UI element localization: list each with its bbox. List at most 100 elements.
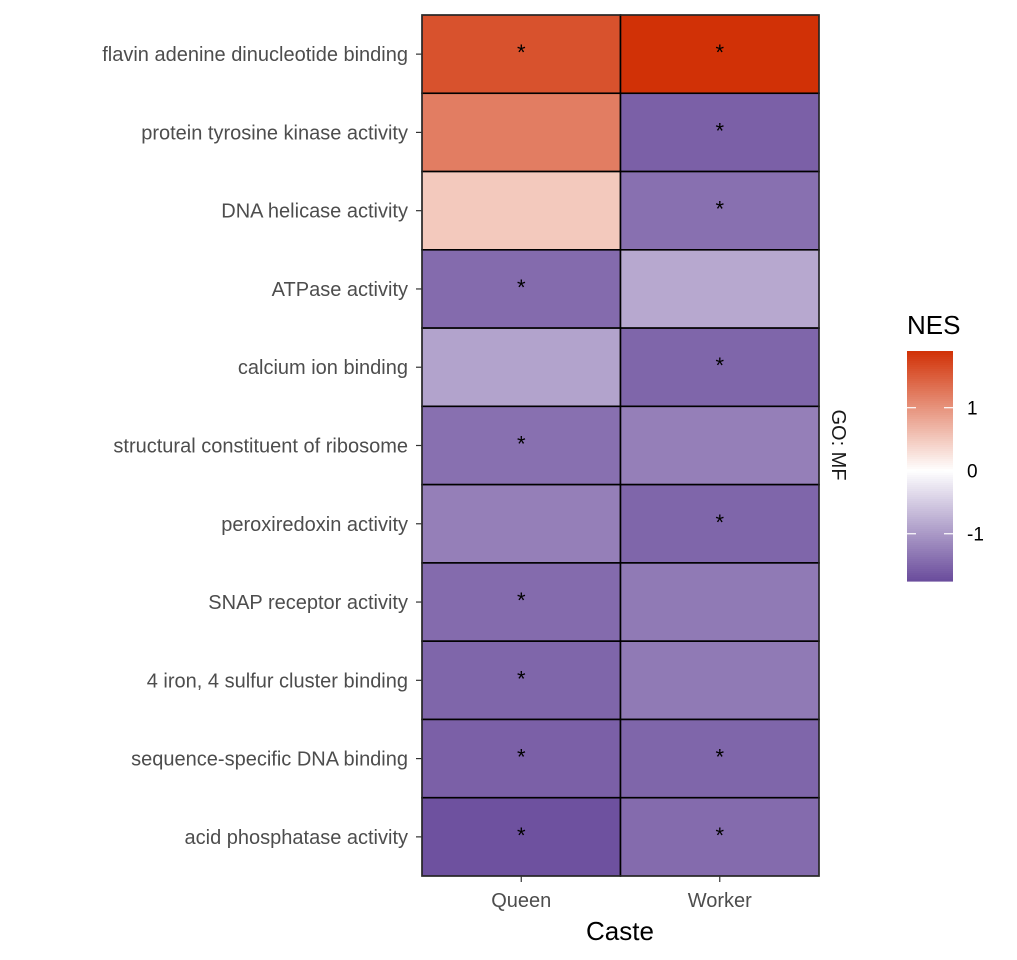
heatmap-cell-worker-structural-constituent-of-ribosome <box>619 405 820 486</box>
legend-gradient-step <box>907 391 953 394</box>
legend-gradient-step <box>907 483 953 486</box>
heatmap-cell-queen-flavin-adenine-dinucleotide-binding <box>421 14 622 95</box>
legend-gradient-step <box>907 569 953 572</box>
legend-gradient-step <box>907 407 953 410</box>
y-tick-label-snap-receptor-activity: SNAP receptor activity <box>208 592 408 614</box>
legend-gradient-step <box>907 385 953 388</box>
legend-gradient-step <box>907 537 953 540</box>
significance-markers: * * * * * * * * * * * * * * <box>517 40 725 848</box>
legend-gradient-step <box>907 453 953 456</box>
legend-gradient-step <box>907 403 953 406</box>
legend-gradient-step <box>907 501 953 504</box>
heatmap-cell-worker-snap-receptor-activity <box>619 562 820 642</box>
legend-tick-label: 1 <box>967 399 978 420</box>
legend-gradient-step <box>907 563 953 566</box>
x-tick-label-queen: Queen <box>491 890 551 912</box>
legend-title: NES <box>907 310 960 340</box>
y-tick-label-sequence-specific-dna-binding: sequence-specific DNA binding <box>131 749 408 771</box>
legend-gradient-step <box>907 435 953 438</box>
legend-gradient-step <box>907 465 953 468</box>
legend-gradient-step <box>907 381 953 384</box>
heatmap-cell-worker-calcium-ion-binding <box>619 327 820 408</box>
y-tick-label-protein-tyrosine-kinase-activity: protein tyrosine kinase activity <box>141 122 408 144</box>
heatmap-cell-worker-acid-phosphatase-activity <box>619 796 820 877</box>
legend-gradient-step <box>907 487 953 490</box>
legend-gradient-step <box>907 447 953 450</box>
legend-gradient-step <box>907 551 953 554</box>
legend-gradient-step <box>907 361 953 364</box>
legend-gradient-step <box>907 475 953 478</box>
legend-gradient-step <box>907 559 953 562</box>
legend-gradient-step <box>907 367 953 370</box>
legend-gradient-step <box>907 399 953 402</box>
significance-star-worker-protein-tyrosine-kinase-activity: * <box>715 118 724 143</box>
legend-gradient-step <box>907 489 953 492</box>
legend-gradient-step <box>907 413 953 416</box>
legend-gradient-step <box>907 529 953 532</box>
legend-gradient-step <box>907 387 953 390</box>
y-tick-label-flavin-adenine-dinucleotide-binding: flavin adenine dinucleotide binding <box>102 44 408 66</box>
legend-gradient-step <box>907 521 953 524</box>
y-tick-label-atpase-activity: ATPase activity <box>272 279 408 301</box>
legend-gradient-step <box>907 477 953 480</box>
x-tick-label-worker: Worker <box>688 890 752 912</box>
heatmap-cell-worker-sequence-specific-dna-binding <box>619 718 820 799</box>
legend-gradient-step <box>907 493 953 496</box>
legend-gradient-step <box>907 533 953 536</box>
legend-gradient-step <box>907 473 953 476</box>
legend-gradient-step <box>907 481 953 484</box>
heatmap-cell-queen-calcium-ion-binding <box>421 327 622 408</box>
legend-gradient-step <box>907 495 953 498</box>
legend-gradient-step <box>907 457 953 460</box>
legend-gradient-step <box>907 515 953 518</box>
heatmap-cell-worker-atpase-activity <box>619 249 820 329</box>
legend-gradient-step <box>907 395 953 398</box>
legend-gradient-step <box>907 365 953 368</box>
legend-gradient-step <box>907 383 953 386</box>
legend-gradient-step <box>907 373 953 376</box>
legend-gradient-step <box>907 415 953 418</box>
legend-gradient-step <box>907 353 953 356</box>
legend-gradient-step <box>907 443 953 446</box>
significance-star-queen-flavin-adenine-dinucleotide-binding: * <box>517 40 526 65</box>
legend-gradient-step <box>907 417 953 420</box>
legend-gradient-step <box>907 527 953 530</box>
legend-gradient-step <box>907 573 953 576</box>
significance-star-queen-structural-constituent-of-ribosome: * <box>517 432 526 457</box>
legend-gradient-step <box>907 461 953 464</box>
legend-gradient-step <box>907 511 953 514</box>
significance-star-worker-acid-phosphatase-activity: * <box>715 823 724 848</box>
legend-gradient-step <box>907 369 953 372</box>
legend-gradient-step <box>907 505 953 508</box>
legend-gradient-step <box>907 547 953 550</box>
legend-gradient-step <box>907 497 953 500</box>
legend-gradient-step <box>907 517 953 520</box>
legend-gradient-step <box>907 441 953 444</box>
legend-gradient-step <box>907 425 953 428</box>
legend-gradient-step <box>907 531 953 534</box>
legend-gradient-step <box>907 371 953 374</box>
legend-gradient-step <box>907 499 953 502</box>
legend-gradient-step <box>907 509 953 512</box>
legend-gradient-step <box>907 541 953 544</box>
legend-gradient-step <box>907 351 953 354</box>
heatmap-cell-worker-peroxiredoxin-activity <box>619 483 820 564</box>
y-tick-label-4-iron-4-sulfur-cluster-binding: 4 iron, 4 sulfur cluster binding <box>147 670 408 692</box>
heatmap-cells <box>421 14 820 877</box>
legend-gradient-step <box>907 549 953 552</box>
y-tick-label-calcium-ion-binding: calcium ion binding <box>238 357 408 379</box>
significance-star-worker-peroxiredoxin-activity: * <box>715 510 724 535</box>
legend-gradient-step <box>907 423 953 426</box>
legend-gradient-step <box>907 575 953 578</box>
legend-gradient-step <box>907 357 953 360</box>
heatmap-cell-worker-dna-helicase-activity <box>619 170 820 251</box>
legend-gradient-step <box>907 397 953 400</box>
significance-star-worker-dna-helicase-activity: * <box>715 197 724 222</box>
heatmap-cell-queen-protein-tyrosine-kinase-activity <box>421 92 622 173</box>
legend-gradient-step <box>907 503 953 506</box>
legend-gradient-step <box>907 567 953 570</box>
legend-gradient-step <box>907 479 953 482</box>
y-tick-label-acid-phosphatase-activity: acid phosphatase activity <box>185 827 408 849</box>
heatmap-cell-queen-dna-helicase-activity <box>421 170 622 251</box>
legend-gradient-step <box>907 553 953 556</box>
